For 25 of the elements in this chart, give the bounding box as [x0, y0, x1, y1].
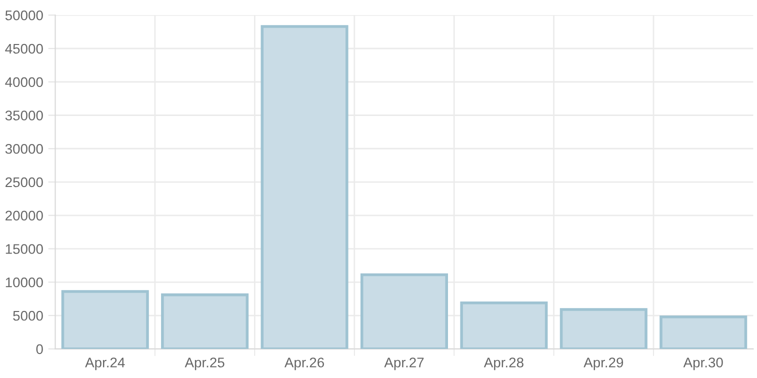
y-tick-label: 20000 [6, 210, 43, 221]
y-tick-label: 25000 [6, 177, 43, 188]
bar [260, 25, 348, 349]
bar [660, 315, 748, 349]
x-tick-label: Apr.29 [584, 358, 624, 370]
bar [161, 293, 249, 349]
y-tick-label: 35000 [5, 110, 43, 120]
y-tick-label: 0 [36, 344, 43, 354]
y-tick-label: 40000 [5, 77, 43, 88]
y-tick-label: 15000 [6, 244, 43, 254]
x-tick-label: Apr.27 [384, 358, 424, 370]
y-tick-label: 50000 [5, 10, 43, 20]
x-tick-label: Apr.26 [284, 358, 324, 370]
bar [360, 273, 448, 349]
y-tick-label: 5000 [13, 310, 43, 321]
y-tick-label: 10000 [6, 277, 43, 288]
y-tick-label: 30000 [5, 144, 43, 154]
x-tick-label: Apr.25 [184, 358, 224, 370]
bar [61, 290, 149, 349]
bar [560, 308, 648, 349]
bar [460, 301, 548, 349]
y-tick-label: 45000 [5, 44, 43, 54]
x-tick-label: Apr.24 [85, 358, 125, 370]
x-tick-label: Apr.28 [484, 358, 524, 370]
x-tick-label: Apr.30 [683, 358, 723, 370]
